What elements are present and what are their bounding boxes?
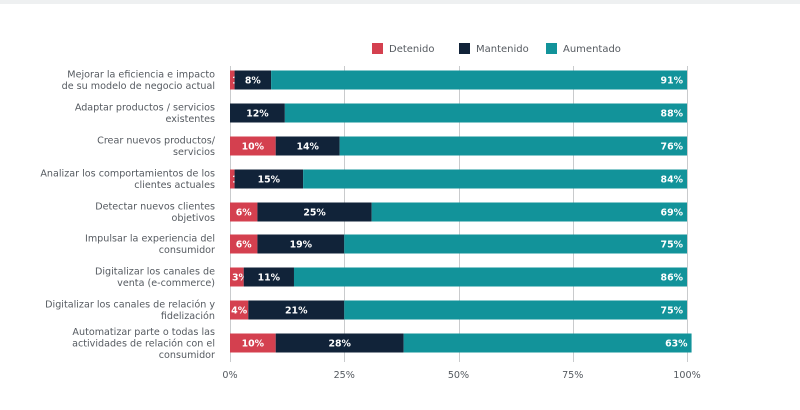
bar-mantenido bbox=[275, 136, 340, 156]
bar-aumentado bbox=[344, 300, 687, 320]
data-label: 91% bbox=[661, 75, 684, 86]
category-label: venta (e-commerce) bbox=[117, 278, 215, 289]
category-label: Digitalizar los canales de relación y bbox=[45, 299, 215, 311]
data-label: 28% bbox=[328, 338, 351, 349]
category-label: consumidor bbox=[159, 350, 215, 361]
legend-label-aumentado: Aumentado bbox=[563, 44, 621, 55]
bar-layer: 1%8%91%12%88%10%14%76%1%15%84%6%25%69%6%… bbox=[230, 70, 692, 353]
bar-mantenido bbox=[230, 103, 285, 123]
data-label: 84% bbox=[661, 174, 684, 185]
legend-label-mantenido: Mantenido bbox=[476, 44, 529, 55]
category-label: Mejorar la eficiencia e impacto bbox=[67, 70, 215, 81]
category-label: consumidor bbox=[159, 245, 215, 256]
data-label: 14% bbox=[296, 141, 319, 152]
x-tick-label: 75% bbox=[562, 370, 583, 381]
legend-swatch-detenido bbox=[372, 43, 383, 54]
data-label: 6% bbox=[236, 239, 253, 250]
bar-mantenido bbox=[243, 267, 294, 287]
bar-mantenido bbox=[275, 333, 404, 353]
bar-aumentado bbox=[271, 70, 687, 90]
bar-aumentado bbox=[344, 234, 687, 254]
data-label: 86% bbox=[661, 272, 684, 283]
category-label: de su modelo de negocio actual bbox=[62, 81, 215, 92]
bar-aumentado bbox=[284, 103, 687, 123]
bar-detenido bbox=[230, 333, 276, 353]
category-label: Analizar los comportamientos de los bbox=[40, 169, 215, 180]
data-label: 19% bbox=[290, 239, 313, 250]
data-label: 75% bbox=[661, 305, 684, 316]
bar-mantenido bbox=[234, 70, 272, 90]
x-tick-label: 100% bbox=[673, 370, 700, 381]
bar-mantenido bbox=[234, 169, 304, 189]
data-label: 8% bbox=[245, 75, 262, 86]
category-label: actividades de relación con el bbox=[72, 337, 215, 349]
legend-swatch-aumentado bbox=[546, 43, 557, 54]
category-label: existentes bbox=[166, 114, 215, 125]
category-label: objetivos bbox=[172, 213, 216, 224]
bar-detenido bbox=[230, 267, 244, 287]
bar-detenido bbox=[230, 136, 276, 156]
category-label: Detectar nuevos clientes bbox=[95, 202, 215, 213]
bar-detenido bbox=[230, 70, 235, 90]
category-label: Digitalizar los canales de bbox=[95, 267, 215, 278]
data-label: 69% bbox=[661, 207, 684, 218]
x-tick-label: 50% bbox=[448, 370, 469, 381]
bar-mantenido bbox=[257, 234, 345, 254]
category-label: servicios bbox=[173, 147, 215, 158]
category-label: Adaptar productos / servicios bbox=[75, 103, 215, 114]
header-strip bbox=[0, 0, 800, 4]
data-label: 76% bbox=[661, 141, 684, 152]
x-tick-label: 0% bbox=[222, 370, 237, 381]
category-label: clientes actuales bbox=[134, 180, 215, 191]
category-label: fidelización bbox=[161, 310, 215, 322]
category-label: Impulsar la experiencia del bbox=[85, 234, 215, 245]
legend: Detenido Mantenido Aumentado bbox=[372, 43, 621, 55]
bar-mantenido bbox=[248, 300, 345, 320]
legend-label-detenido: Detenido bbox=[389, 44, 435, 55]
data-label: 6% bbox=[236, 207, 253, 218]
legend-swatch-mantenido bbox=[459, 43, 470, 54]
bar-aumentado bbox=[371, 202, 687, 222]
data-label: 10% bbox=[242, 141, 265, 152]
data-label: 25% bbox=[303, 207, 326, 218]
bar-aumentado bbox=[339, 136, 687, 156]
bar-aumentado bbox=[403, 333, 692, 353]
bar-detenido bbox=[230, 202, 258, 222]
bar-detenido bbox=[230, 234, 258, 254]
bar-aumentado bbox=[303, 169, 687, 189]
data-label: 12% bbox=[246, 108, 269, 119]
data-label: 4% bbox=[231, 305, 248, 316]
x-axis-ticks: 0% 25% 50% 75% 100% bbox=[222, 370, 700, 381]
bar-detenido bbox=[230, 169, 235, 189]
data-label: 15% bbox=[258, 174, 281, 185]
data-label: 88% bbox=[661, 108, 684, 119]
category-label: Automatizar parte o todas las bbox=[72, 327, 215, 338]
data-label: 75% bbox=[661, 239, 684, 250]
bar-detenido bbox=[230, 300, 249, 320]
data-label: 3% bbox=[232, 272, 249, 283]
x-tick-label: 25% bbox=[334, 370, 355, 381]
data-label: 11% bbox=[258, 272, 281, 283]
bar-aumentado bbox=[293, 267, 687, 287]
data-label: 63% bbox=[665, 338, 688, 349]
data-label: 21% bbox=[285, 305, 308, 316]
category-label: Crear nuevos productos/ bbox=[97, 136, 216, 147]
data-label: 10% bbox=[242, 338, 265, 349]
bar-mantenido bbox=[257, 202, 372, 222]
